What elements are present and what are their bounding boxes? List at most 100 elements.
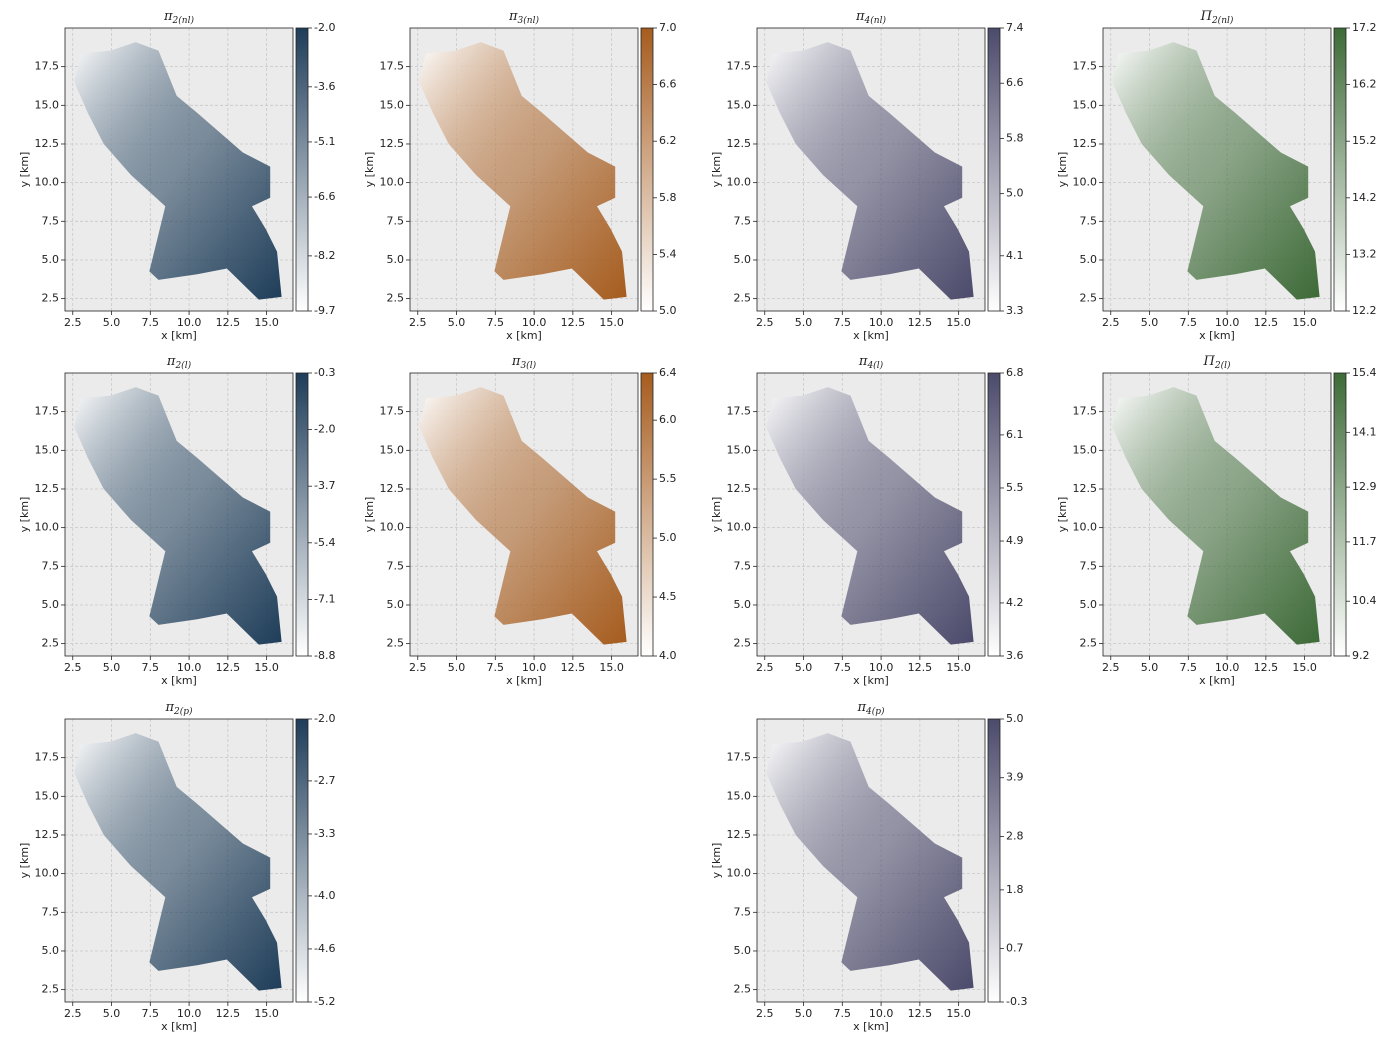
y-tick-label: 17.5 <box>727 405 752 418</box>
y-tick-label: 17.5 <box>380 60 405 73</box>
x-tick-label: 10.0 <box>869 661 894 674</box>
y-tick-label: 12.5 <box>35 828 60 841</box>
y-tick-label: 15.0 <box>1073 443 1098 456</box>
title-subscript: 3(l) <box>520 360 536 371</box>
y-tick-label: 5.0 <box>1080 253 1098 266</box>
y-axis-label: y [km] <box>18 497 31 533</box>
y-tick-label: 5.0 <box>42 944 60 957</box>
y-tick-label: 2.5 <box>734 983 752 996</box>
y-tick-label: 17.5 <box>35 60 60 73</box>
x-tick-label: 15.0 <box>599 316 624 329</box>
panel-title: π4(l) <box>858 354 884 371</box>
x-tick-label: 7.5 <box>487 661 505 674</box>
y-tick-label: 7.5 <box>387 559 405 572</box>
colorbar-tick-label: -0.3 <box>1006 995 1027 1008</box>
y-axis-label: y [km] <box>18 152 31 188</box>
colorbar-tick-label: 6.8 <box>1006 366 1024 379</box>
y-tick-label: 5.0 <box>387 253 405 266</box>
map-region <box>419 387 627 645</box>
panel: 2.5 5.0 7.5 10.0 12.5 15.0 2.5 5.0 7.5 10.0 12.5 15… <box>18 700 335 1034</box>
colorbar-tick-label: 13.2 <box>1352 247 1377 260</box>
y-tick-label: 12.5 <box>727 828 752 841</box>
colorbar-tick-label: -7.1 <box>314 592 335 605</box>
map-region <box>74 42 282 300</box>
y-tick-label: 15.0 <box>727 443 752 456</box>
colorbar-tick-label: 5.0 <box>659 531 677 544</box>
colorbar-tick-label: 3.3 <box>1006 304 1024 317</box>
x-tick-label: 7.5 <box>142 661 160 674</box>
y-tick-label: 10.0 <box>727 521 752 534</box>
title-subscript: 4(l) <box>866 360 883 371</box>
colorbar-tick-label: -5.4 <box>314 536 335 549</box>
x-tick-label: 12.5 <box>561 661 586 674</box>
title-symbol: π <box>508 9 518 24</box>
x-tick-label: 2.5 <box>1102 661 1120 674</box>
y-tick-label: 15.0 <box>35 98 60 111</box>
x-axis-label: x [km] <box>853 1020 889 1033</box>
x-axis-label: x [km] <box>853 674 889 687</box>
y-tick-label: 15.0 <box>727 789 752 802</box>
y-tick-label: 12.5 <box>380 482 405 495</box>
y-axis-label: y [km] <box>363 497 376 533</box>
y-tick-label: 10.0 <box>1073 176 1098 189</box>
y-tick-label: 10.0 <box>380 521 405 534</box>
colorbar <box>987 718 1001 1003</box>
panel-title: π2(l) <box>166 354 192 371</box>
x-tick-label: 2.5 <box>64 316 82 329</box>
colorbar-tick-label: 14.1 <box>1352 425 1377 438</box>
colorbar-tick-label: -3.3 <box>314 827 335 840</box>
colorbar-tick-label: -0.3 <box>314 366 335 379</box>
panel-title: π4(p) <box>856 700 885 717</box>
colorbar-tick-label: 5.5 <box>1006 481 1024 494</box>
x-tick-label: 5.0 <box>448 316 466 329</box>
colorbar-tick-label: 16.2 <box>1352 78 1377 91</box>
x-tick-label: 12.5 <box>1254 661 1279 674</box>
colorbar-tick-label: 6.2 <box>659 134 677 147</box>
colorbar-tick-label: -8.2 <box>314 249 335 262</box>
x-tick-label: 10.0 <box>177 661 202 674</box>
colorbar-tick-label: 15.2 <box>1352 134 1377 147</box>
x-tick-label: 7.5 <box>142 316 160 329</box>
colorbar-tick-label: -4.6 <box>314 942 335 955</box>
y-tick-label: 15.0 <box>1073 98 1098 111</box>
y-tick-label: 15.0 <box>35 789 60 802</box>
panel-title: π3(nl) <box>508 9 539 26</box>
colorbar-tick-label: -9.7 <box>314 304 335 317</box>
x-tick-label: 10.0 <box>522 661 547 674</box>
x-tick-label: 15.0 <box>254 661 279 674</box>
title-symbol: π <box>856 700 866 715</box>
x-tick-label: 2.5 <box>409 661 427 674</box>
x-tick-label: 12.5 <box>908 316 933 329</box>
colorbar-tick-label: 4.5 <box>659 590 677 603</box>
colorbar <box>640 372 654 657</box>
colorbar-tick-label: -3.6 <box>314 80 335 93</box>
colorbar-tick-label: 4.1 <box>1006 249 1024 262</box>
y-tick-label: 5.0 <box>387 598 405 611</box>
panel: 2.5 5.0 7.5 10.0 12.5 15.0 2.5 5.0 7.5 10.0 12.5 15… <box>1056 354 1377 688</box>
map-region <box>766 387 974 645</box>
axes-frame <box>64 718 294 1003</box>
colorbar-tick-label: -4.0 <box>314 889 335 902</box>
y-tick-label: 7.5 <box>387 214 405 227</box>
y-tick-label: 7.5 <box>42 559 60 572</box>
axes-frame <box>1102 372 1332 657</box>
colorbar <box>1333 372 1347 657</box>
x-tick-label: 12.5 <box>216 1007 241 1020</box>
y-tick-label: 7.5 <box>734 905 752 918</box>
colorbar-tick-label: 9.2 <box>1352 649 1370 662</box>
colorbar-tick-label: 5.4 <box>659 247 677 260</box>
title-symbol: π <box>164 700 174 715</box>
title-symbol: π <box>858 354 868 369</box>
title-subscript: 2(p) <box>173 706 193 717</box>
axes-frame <box>64 372 294 657</box>
y-tick-label: 12.5 <box>727 482 752 495</box>
colorbar-tick-label: 15.4 <box>1352 366 1377 379</box>
map-region <box>1112 387 1320 645</box>
y-tick-label: 5.0 <box>734 253 752 266</box>
x-tick-label: 15.0 <box>599 661 624 674</box>
panel: 2.5 5.0 7.5 10.0 12.5 15.0 2.5 5.0 7.5 10.0 12.5 15… <box>1056 9 1377 343</box>
y-tick-label: 5.0 <box>734 598 752 611</box>
y-tick-label: 10.0 <box>727 176 752 189</box>
x-tick-label: 7.5 <box>834 1007 852 1020</box>
x-axis-label: x [km] <box>506 674 542 687</box>
